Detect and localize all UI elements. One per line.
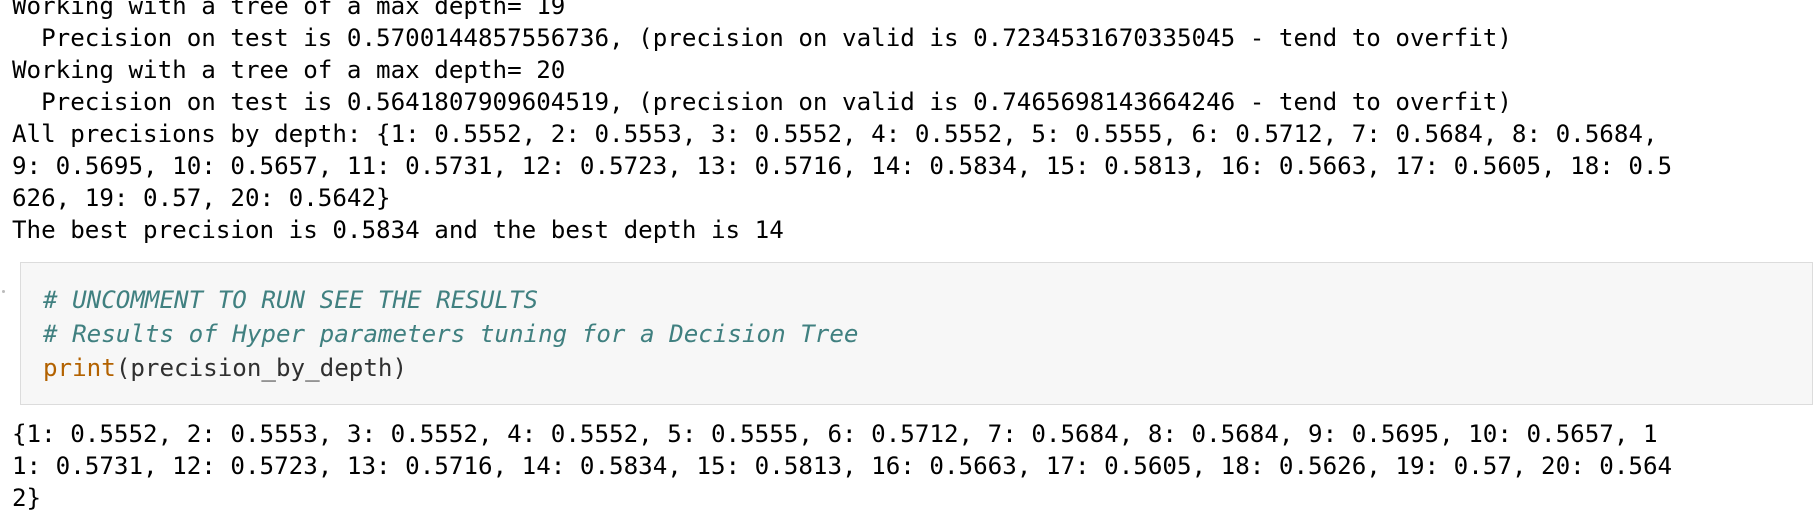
cell-output: {1: 0.5552, 2: 0.5553, 3: 0.5552, 4: 0.5… — [12, 418, 1672, 514]
code-block[interactable]: # UNCOMMENT TO RUN SEE THE RESULTS # Resu… — [43, 283, 858, 385]
output-line: 9: 0.5695, 10: 0.5657, 11: 0.5731, 12: 0… — [12, 152, 1673, 180]
code-comment: # Results of Hyper parameters tuning for… — [43, 320, 859, 348]
output-line: {1: 0.5552, 2: 0.5553, 3: 0.5552, 4: 0.5… — [12, 420, 1658, 448]
code-cell-editor[interactable]: # UNCOMMENT TO RUN SEE THE RESULTS # Resu… — [20, 262, 1813, 405]
cell-output-previous: Working with a tree of a max depth= 19 P… — [12, 0, 1672, 246]
output-line: Precision on test is 0.5641807909604519,… — [12, 88, 1512, 116]
output-line: Working with a tree of a max depth= 20 — [12, 56, 566, 84]
function-arguments: (precision_by_depth) — [115, 354, 408, 382]
output-line: 2} — [12, 484, 42, 512]
code-comment: # UNCOMMENT TO RUN SEE THE RESULTS — [43, 286, 539, 314]
output-line: 626, 19: 0.57, 20: 0.5642} — [12, 184, 391, 212]
output-line: Precision on test is 0.5700144857556736,… — [12, 24, 1512, 52]
output-line: The best precision is 0.5834 and the bes… — [12, 216, 784, 244]
builtin-function-name: print — [43, 354, 116, 382]
cell-prompt-marker — [2, 290, 5, 293]
output-line: All precisions by depth: {1: 0.5552, 2: … — [12, 120, 1658, 148]
output-line: Working with a tree of a max depth= 19 — [12, 0, 566, 20]
code-line-print: print(precision_by_depth) — [43, 351, 858, 385]
output-line: 1: 0.5731, 12: 0.5723, 13: 0.5716, 14: 0… — [12, 452, 1673, 480]
